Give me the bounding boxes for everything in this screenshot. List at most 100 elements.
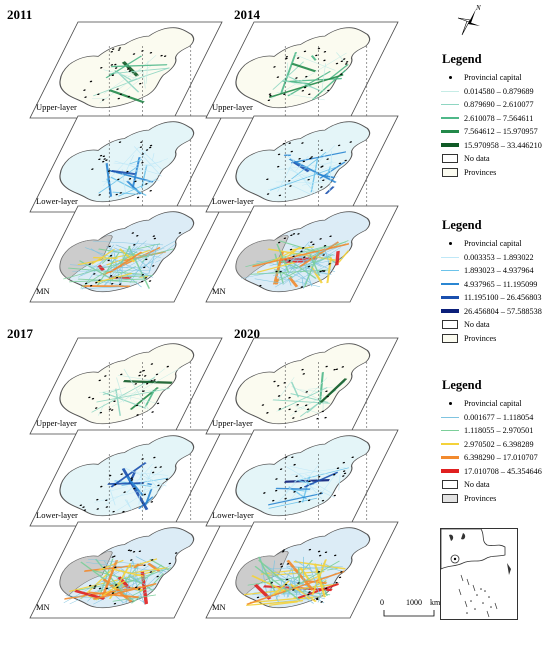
north-label: N xyxy=(476,4,481,12)
legend-title: Legend xyxy=(442,52,482,66)
legend-label: 4.937965 – 11.195099 xyxy=(464,279,538,289)
capital-dot-icon xyxy=(448,402,452,406)
year-label-2017: 2017 xyxy=(7,326,33,341)
map-layer-2011-lower: Lower-layer xyxy=(29,115,223,213)
layer-label: Lower-layer xyxy=(36,510,78,520)
year-label-2011: 2011 xyxy=(7,7,33,22)
map-layer-2011-upper: Upper-layer xyxy=(29,21,223,119)
legend-row-class-3: 4.937965 – 11.195099 xyxy=(440,278,548,292)
legend-row-class-2: 1.893023 – 4.937964 xyxy=(440,264,548,278)
layer-label: Upper-layer xyxy=(212,102,253,112)
legend-row-class-4: 7.564612 – 15.970957 xyxy=(440,125,548,139)
legend-swatch xyxy=(441,130,459,134)
provinces-swatch xyxy=(442,167,458,177)
legend-swatch xyxy=(441,117,459,120)
no-data-swatch xyxy=(442,154,458,164)
legend-row-class-3: 2.970502 – 6.398289 xyxy=(440,438,548,452)
legend-row-no-data: No data xyxy=(440,152,548,166)
legend-label: Provincial capital xyxy=(464,239,522,249)
layer-label: MN xyxy=(36,602,50,612)
legend-label: No data xyxy=(464,320,490,330)
legend-label: 1.893023 – 4.937964 xyxy=(464,266,534,276)
legend-swatch xyxy=(441,309,459,314)
legend-swatch xyxy=(441,416,459,418)
legend-title: Legend xyxy=(442,218,482,232)
legend-label: 26.456804 – 57.588538 xyxy=(464,306,542,316)
legend-swatch xyxy=(441,430,459,432)
map-layer-2020-upper: Upper-layer xyxy=(205,337,399,435)
capital-dot-icon xyxy=(448,242,452,246)
legend-row-class-4: 6.398290 – 17.010707 xyxy=(440,451,548,465)
legend-label: Provincial capital xyxy=(464,73,522,83)
legend-multiplex-network: Legend Provincial capital 0.001677 – 1.1… xyxy=(440,378,548,505)
legend-row-provinces: Provinces xyxy=(440,492,548,506)
scale-distance: 1000 xyxy=(406,598,422,607)
legend-label: No data xyxy=(464,154,490,164)
layer-label: Lower-layer xyxy=(212,196,254,206)
layer-label: Upper-layer xyxy=(212,418,253,428)
legend-label: 11.195100 – 26.456803 xyxy=(464,293,542,303)
legend-row-capital: Provincial capital xyxy=(440,397,548,411)
map-layer-2014-upper: Upper-layer xyxy=(205,21,399,119)
capital-dot-icon xyxy=(448,76,452,80)
legend-label: 0.014580 – 0.879689 xyxy=(464,86,534,96)
legend-label: 0.001677 – 1.118054 xyxy=(464,412,534,422)
legend-swatch xyxy=(441,270,459,272)
legend-label: 17.010708 – 45.354646 xyxy=(464,466,542,476)
legend-swatch xyxy=(441,469,459,474)
legend-lower-layer: Legend Provincial capital 0.003353 – 1.8… xyxy=(440,218,548,345)
scale-unit: km xyxy=(430,598,441,607)
map-layer-2017-lower: Lower-layer xyxy=(29,429,223,527)
legend-row-provinces: Provinces xyxy=(440,166,548,180)
layer-label: Upper-layer xyxy=(36,102,77,112)
legend-row-class-1: 0.003353 – 1.893022 xyxy=(440,251,548,265)
legend-row-capital: Provincial capital xyxy=(440,71,548,85)
legend-title: Legend xyxy=(442,378,482,392)
map-layer-2020-mn: MN xyxy=(205,521,399,619)
legend-swatch xyxy=(441,143,459,148)
legend-swatch xyxy=(441,456,459,460)
legend-swatch xyxy=(441,256,459,258)
layer-label: Upper-layer xyxy=(36,418,77,428)
legend-swatch xyxy=(441,90,459,92)
legend-label: No data xyxy=(464,480,490,490)
legend-row-class-1: 0.014580 – 0.879689 xyxy=(440,85,548,99)
legend-label: 0.879690 – 2.610077 xyxy=(464,100,534,110)
legend-row-provinces: Provinces xyxy=(440,332,548,346)
provinces-swatch xyxy=(442,333,458,343)
legend-row-class-5: 26.456804 – 57.588538 xyxy=(440,305,548,319)
legend-label: 6.398290 – 17.010707 xyxy=(464,453,538,463)
layer-label: MN xyxy=(212,602,226,612)
map-layer-2017-upper: Upper-layer xyxy=(29,337,223,435)
legend-label: Provinces xyxy=(464,493,497,503)
layer-label: MN xyxy=(212,286,226,296)
year-label-2020: 2020 xyxy=(234,326,260,341)
legend-label: Provinces xyxy=(464,167,497,177)
legend-row-class-2: 0.879690 – 2.610077 xyxy=(440,98,548,112)
map-layer-2017-mn: MN xyxy=(29,521,223,619)
year-label-2014: 2014 xyxy=(234,7,260,22)
legend-row-class-5: 17.010708 – 45.354646 xyxy=(440,465,548,479)
legend-row-capital: Provincial capital xyxy=(440,237,548,251)
layer-label: Lower-layer xyxy=(36,196,78,206)
layer-label: MN xyxy=(36,286,50,296)
legend-swatch xyxy=(441,443,459,446)
legend-label: Provincial capital xyxy=(464,399,522,409)
legend-row-class-4: 11.195100 – 26.456803 xyxy=(440,291,548,305)
legend-row-class-1: 0.001677 – 1.118054 xyxy=(440,411,548,425)
map-layer-2020-lower: Lower-layer xyxy=(205,429,399,527)
provinces-swatch xyxy=(442,493,458,503)
legend-swatch xyxy=(441,104,459,106)
legend-row-class-2: 1.118055 – 2.970501 xyxy=(440,424,548,438)
legend-label: 15.970958 – 33.446210 xyxy=(464,140,542,150)
layer-label: Lower-layer xyxy=(212,510,254,520)
legend-label: 7.564612 – 15.970957 xyxy=(464,127,538,137)
legend-label: 2.970502 – 6.398289 xyxy=(464,439,534,449)
no-data-swatch xyxy=(442,320,458,330)
legend-swatch xyxy=(441,283,459,286)
legend-row-class-5: 15.970958 – 33.446210 xyxy=(440,139,548,153)
no-data-swatch xyxy=(442,480,458,490)
legend-row-no-data: No data xyxy=(440,318,548,332)
map-layer-2011-mn: MN xyxy=(29,205,223,303)
